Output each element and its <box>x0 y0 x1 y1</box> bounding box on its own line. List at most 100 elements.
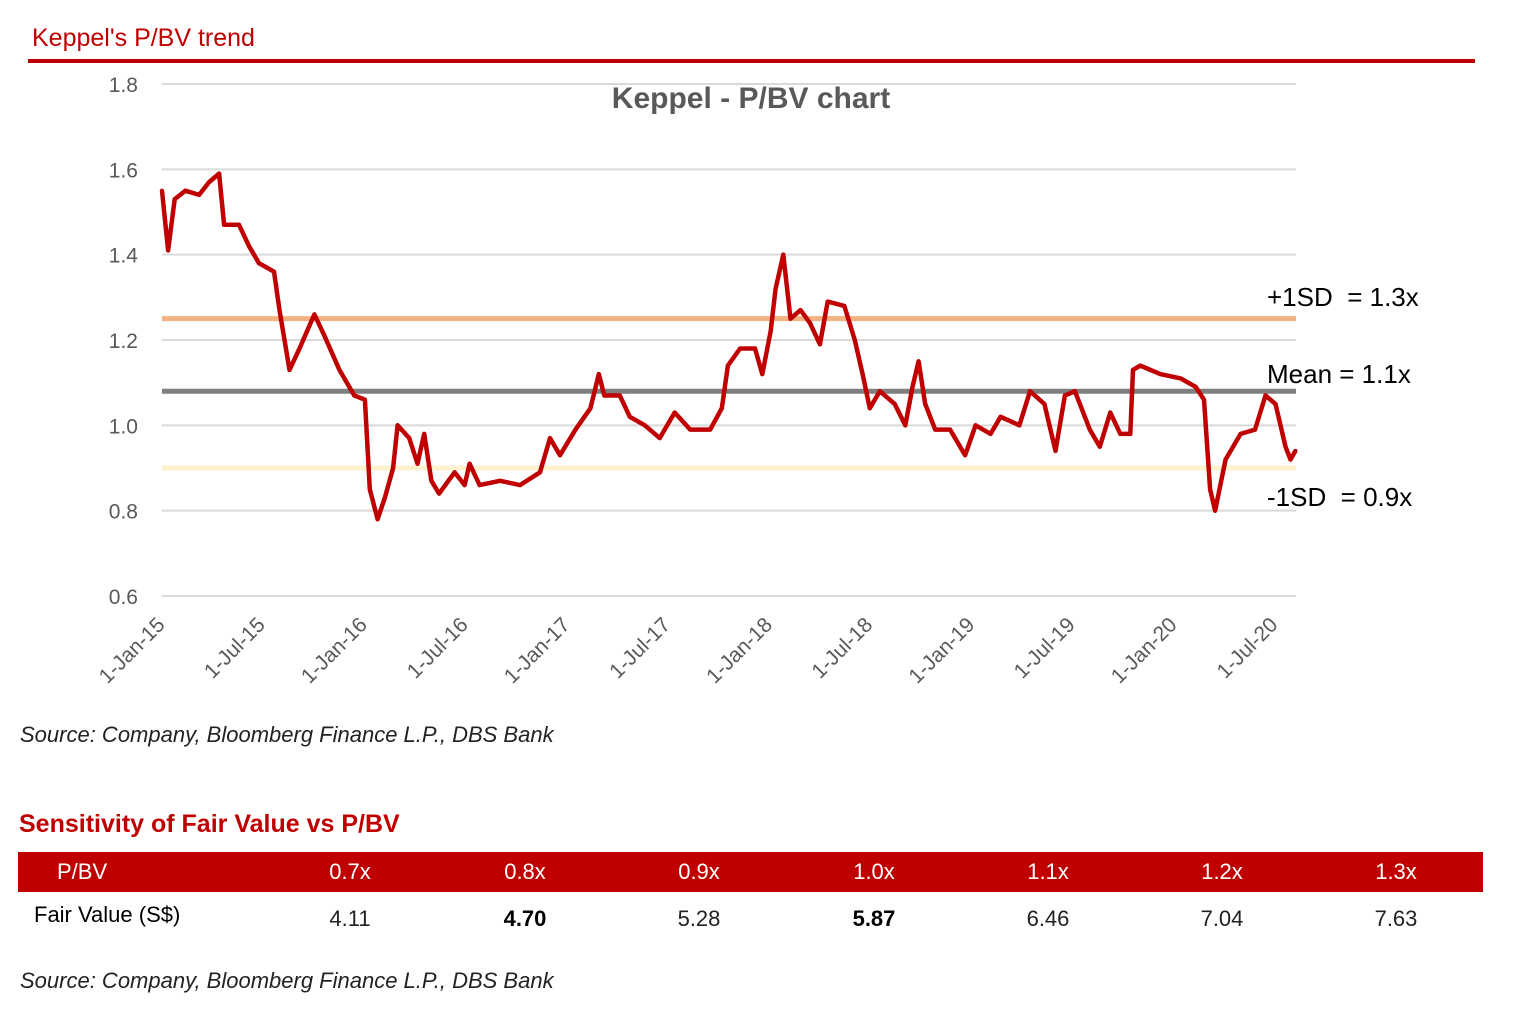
data-point <box>375 517 380 522</box>
data-point <box>518 483 523 488</box>
data-point <box>825 299 830 304</box>
table-cell: 4.11 <box>329 906 371 931</box>
data-point <box>998 414 1003 419</box>
data-point <box>452 470 457 475</box>
data-point <box>337 367 342 372</box>
table-cell: 5.28 <box>677 906 721 931</box>
data-point <box>247 244 252 249</box>
data-point <box>588 406 593 411</box>
column-header: 1.2x <box>1201 859 1243 884</box>
column-header: 1.1x <box>1027 859 1069 884</box>
x-tick-label: 1-Jul-16 <box>403 613 473 683</box>
data-point <box>1108 410 1113 415</box>
data-point <box>1208 487 1213 492</box>
y-tick-label: 1.2 <box>109 330 138 353</box>
data-point <box>1223 457 1228 462</box>
chart-title: Keppel - P/BV chart <box>612 82 890 115</box>
data-point <box>672 410 677 415</box>
data-point <box>367 487 372 492</box>
data-point <box>973 423 978 428</box>
x-tick-label: 1-Jan-17 <box>500 613 575 688</box>
data-point <box>1118 431 1123 436</box>
data-point <box>547 436 552 441</box>
data-point <box>877 389 882 394</box>
data-point <box>1053 448 1058 453</box>
data-point <box>842 303 847 308</box>
y-tick-label: 0.8 <box>109 501 138 524</box>
data-point <box>852 338 857 342</box>
column-header: 1.0x <box>853 859 895 884</box>
data-point <box>207 180 212 185</box>
table-source: Source: Company, Bloomberg Finance L.P.,… <box>20 968 554 993</box>
data-point <box>753 346 758 351</box>
data-point <box>988 431 993 436</box>
x-tick-label: 1-Jan-16 <box>297 613 372 688</box>
table-cell: 7.04 <box>1200 906 1244 931</box>
table-cell: 7.63 <box>1374 906 1418 931</box>
data-point <box>557 453 562 458</box>
pbv-series-line <box>159 171 1298 522</box>
data-point <box>1087 427 1092 432</box>
data-point <box>237 222 242 227</box>
data-point <box>1097 444 1102 449</box>
data-point <box>477 483 482 488</box>
x-tick-label: 1-Jan-20 <box>1107 613 1182 688</box>
reference-lines: +1SD = 1.3x Mean = 1.1x -1SD = 0.9x <box>162 282 1419 512</box>
data-point <box>277 308 282 313</box>
data-point <box>642 423 647 428</box>
data-point <box>708 427 713 432</box>
x-tick-label: 1-Jul-20 <box>1213 613 1283 683</box>
data-point <box>1017 423 1022 428</box>
table-cell: 5.87 <box>852 906 896 931</box>
data-point <box>382 495 387 500</box>
data-point <box>1072 389 1077 394</box>
data-point <box>183 188 188 193</box>
data-point <box>222 222 227 227</box>
x-tick-label: 1-Jul-18 <box>807 613 877 683</box>
data-point <box>916 359 921 364</box>
data-point <box>362 397 367 402</box>
data-point <box>498 478 503 483</box>
data-point <box>312 312 317 317</box>
data-point <box>1213 508 1218 513</box>
data-point <box>596 372 601 377</box>
reference-line-label: Mean = 1.1x <box>1267 359 1411 389</box>
reference-line-label: -1SD = 0.9x <box>1267 482 1412 512</box>
data-point <box>217 171 222 176</box>
data-point <box>437 491 442 496</box>
row-header-label: P/BV <box>57 859 108 884</box>
data-point <box>467 461 472 466</box>
data-point <box>1238 431 1243 436</box>
x-tick-label: 1-Jan-18 <box>702 613 777 688</box>
reference-line-label: +1SD = 1.3x <box>1267 282 1419 312</box>
data-point <box>867 406 872 411</box>
data-point <box>1252 427 1257 432</box>
y-tick-label: 0.6 <box>109 586 138 609</box>
data-point <box>807 320 812 325</box>
data-point <box>407 436 412 441</box>
data-point <box>910 384 915 389</box>
gridlines <box>162 83 1296 597</box>
series-group <box>159 171 1298 522</box>
y-tick-label: 1.4 <box>109 245 139 268</box>
data-point <box>391 466 396 470</box>
data-point <box>1193 384 1198 389</box>
data-point <box>788 316 793 321</box>
data-point <box>688 427 693 432</box>
data-point <box>1158 372 1163 377</box>
data-point <box>963 453 968 458</box>
data-point <box>948 427 953 432</box>
data-point <box>768 329 773 334</box>
data-point <box>798 308 803 313</box>
y-axis-labels: 0.6 0.8 1.0 1.2 1.4 1.6 1.8 <box>109 74 139 609</box>
data-point <box>1283 444 1288 449</box>
data-point <box>172 197 177 202</box>
data-point <box>725 363 730 368</box>
data-point <box>160 188 164 193</box>
data-point <box>773 286 778 291</box>
data-point <box>903 423 908 428</box>
data-point <box>1062 393 1067 398</box>
column-header: 1.3x <box>1375 859 1417 884</box>
data-point <box>1288 457 1293 462</box>
data-point <box>256 261 261 266</box>
